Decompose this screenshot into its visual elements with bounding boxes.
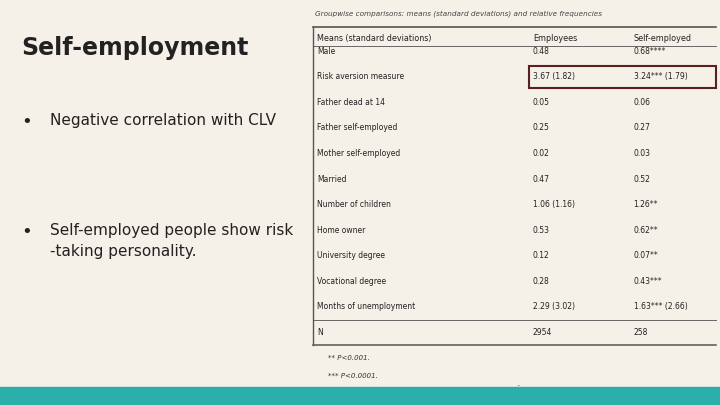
Text: Self-employment: Self-employment <box>22 36 249 60</box>
Text: Married: Married <box>317 175 346 183</box>
Text: 0.05: 0.05 <box>533 98 550 107</box>
Text: Father self-employed: Father self-employed <box>317 124 397 132</box>
Text: ** P<0.001.: ** P<0.001. <box>328 356 369 362</box>
Text: .: . <box>516 378 521 388</box>
Text: 0.62**: 0.62** <box>634 226 658 234</box>
Text: Self-employed: Self-employed <box>634 34 692 43</box>
Text: 1.26**: 1.26** <box>634 200 658 209</box>
Text: 1.06 (1.16): 1.06 (1.16) <box>533 200 575 209</box>
Text: Male: Male <box>317 47 335 56</box>
Text: *** P<0.0001.: *** P<0.0001. <box>328 373 377 379</box>
Text: 0.25: 0.25 <box>533 124 549 132</box>
Text: 3.24*** (1.79): 3.24*** (1.79) <box>634 72 688 81</box>
Text: 0.06: 0.06 <box>634 98 651 107</box>
Text: Father dead at 14: Father dead at 14 <box>317 98 384 107</box>
Text: 3.67 (1.82): 3.67 (1.82) <box>533 72 575 81</box>
Text: 0.07**: 0.07** <box>634 251 658 260</box>
Text: N: N <box>317 328 323 337</box>
Text: •: • <box>22 113 32 131</box>
Text: Means (standard deviations): Means (standard deviations) <box>317 34 431 43</box>
Text: Vocational degree: Vocational degree <box>317 277 386 286</box>
Text: **** P<0.00001.: **** P<0.00001. <box>328 390 385 396</box>
Text: 0.02: 0.02 <box>533 149 549 158</box>
Text: Negative correlation with CLV: Negative correlation with CLV <box>50 113 276 128</box>
Text: Risk aversion measure: Risk aversion measure <box>317 72 404 81</box>
Text: 1.63*** (2.66): 1.63*** (2.66) <box>634 302 688 311</box>
Text: 0.47: 0.47 <box>533 175 550 183</box>
Text: Employees: Employees <box>533 34 577 43</box>
Text: 0.03: 0.03 <box>634 149 651 158</box>
Text: University degree: University degree <box>317 251 384 260</box>
Text: 0.43***: 0.43*** <box>634 277 662 286</box>
Text: 2.29 (3.02): 2.29 (3.02) <box>533 302 575 311</box>
Text: 0.27: 0.27 <box>634 124 650 132</box>
Text: 0.68****: 0.68**** <box>634 47 666 56</box>
Text: 258: 258 <box>634 328 648 337</box>
Bar <box>0 387 720 405</box>
Text: 0.52: 0.52 <box>634 175 650 183</box>
Text: 0.12: 0.12 <box>533 251 549 260</box>
Text: 2954: 2954 <box>533 328 552 337</box>
Text: •: • <box>22 223 32 241</box>
Text: 0.48: 0.48 <box>533 47 549 56</box>
Text: Groupwise comparisons: means (standard deviations) and relative frequencies: Groupwise comparisons: means (standard d… <box>315 10 602 17</box>
Text: Self-employed people show risk
-taking personality.: Self-employed people show risk -taking p… <box>50 223 294 259</box>
Text: Number of children: Number of children <box>317 200 391 209</box>
Text: Mother self-employed: Mother self-employed <box>317 149 400 158</box>
Text: 0.28: 0.28 <box>533 277 549 286</box>
Text: Home owner: Home owner <box>317 226 365 234</box>
Text: Months of unemployment: Months of unemployment <box>317 302 415 311</box>
Text: 0.53: 0.53 <box>533 226 550 234</box>
